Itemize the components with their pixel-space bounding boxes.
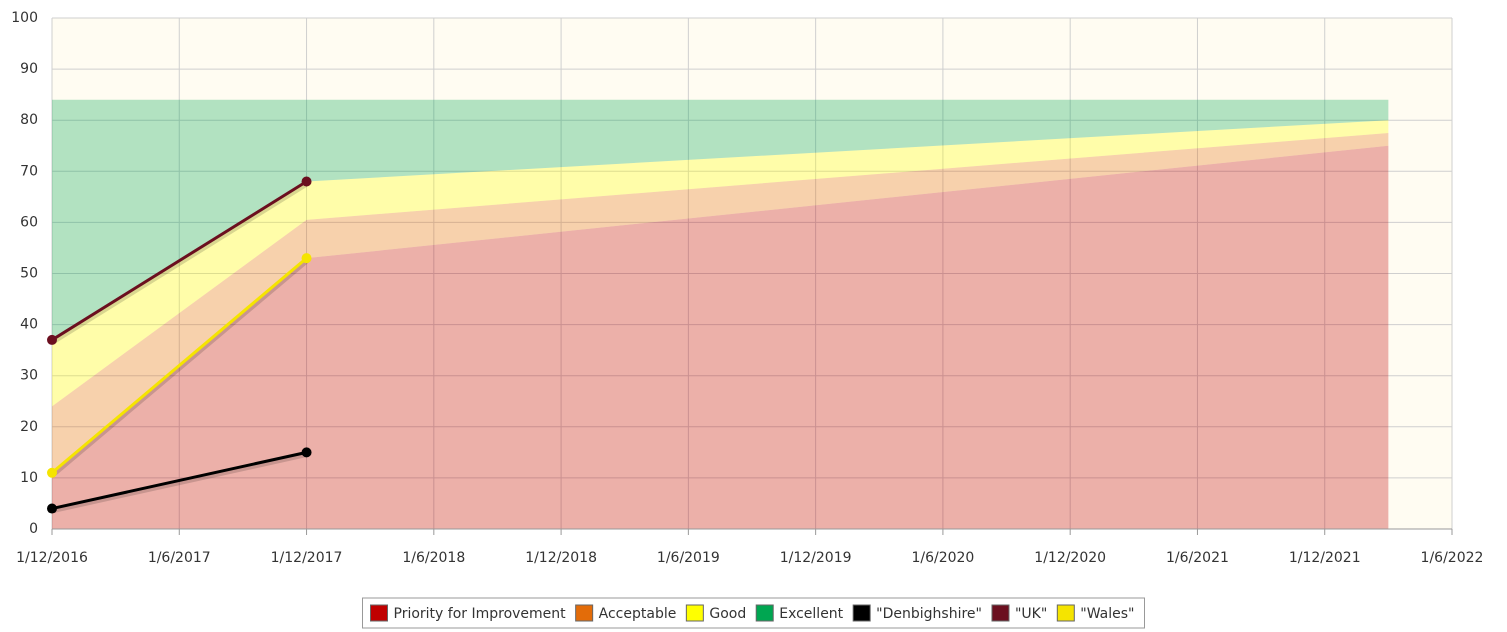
y-tick-label: 40 bbox=[20, 317, 38, 333]
point bbox=[301, 447, 312, 458]
y-tick-label: 60 bbox=[20, 214, 38, 230]
x-tick-label: 1/12/2018 bbox=[525, 550, 597, 566]
y-tick-label: 70 bbox=[20, 163, 38, 179]
legend-box bbox=[362, 597, 1145, 629]
series-line bbox=[51, 257, 308, 474]
legend-swatch bbox=[991, 604, 1010, 622]
legend-swatch bbox=[852, 604, 871, 622]
legend-label: "Denbighshire" bbox=[876, 606, 982, 622]
y-tick-label: 80 bbox=[20, 112, 38, 128]
legend-label: Excellent bbox=[779, 606, 843, 622]
x-tick-label: 1/6/2020 bbox=[911, 550, 974, 566]
legend-label: "Wales" bbox=[1080, 606, 1134, 622]
x-tick-label: 1/12/2016 bbox=[16, 550, 88, 566]
legend-swatch bbox=[370, 604, 388, 622]
x-tick-label: 1/6/2022 bbox=[1421, 550, 1484, 566]
legend-swatch bbox=[1056, 604, 1075, 622]
area-band bbox=[52, 120, 1389, 407]
x-tick-label: 1/6/2018 bbox=[402, 550, 465, 566]
y-tick-label: 10 bbox=[20, 470, 38, 486]
area-band bbox=[52, 99, 1389, 340]
area-band bbox=[52, 145, 1389, 529]
legend: Priority for Improvement Acceptable Good Ex… bbox=[362, 597, 1145, 629]
x-tick-label: 1/12/2019 bbox=[780, 550, 852, 566]
legend-label: "UK" bbox=[1015, 606, 1047, 622]
x-tick-label: 1/12/2020 bbox=[1034, 550, 1106, 566]
series-line bbox=[51, 180, 308, 342]
series-line bbox=[51, 450, 307, 511]
y-tick-label: 30 bbox=[20, 368, 38, 384]
x-tick-label: 1/6/2021 bbox=[1166, 550, 1229, 566]
y-tick-label: 0 bbox=[29, 521, 38, 537]
line-shadow bbox=[51, 181, 309, 345]
x-tick-label: 1/12/2021 bbox=[1289, 550, 1361, 566]
area-band bbox=[52, 132, 1389, 473]
legend-label: Priority for Improvement bbox=[394, 606, 567, 622]
legend-swatch bbox=[575, 604, 594, 622]
point bbox=[47, 334, 57, 345]
y-tick-label: 50 bbox=[20, 266, 38, 282]
legend-swatch bbox=[755, 604, 774, 622]
x-tick-label: 1/6/2017 bbox=[148, 550, 211, 566]
y-tick-label: 20 bbox=[20, 419, 38, 435]
line-shadow bbox=[51, 258, 310, 477]
point bbox=[47, 503, 57, 514]
legend-label: Good bbox=[709, 606, 746, 622]
point bbox=[301, 253, 312, 264]
legend-label: Acceptable bbox=[599, 606, 677, 622]
y-tick-label: 100 bbox=[11, 10, 38, 26]
x-tick-label: 1/6/2019 bbox=[657, 550, 720, 566]
line-shadow bbox=[52, 451, 309, 514]
x-tick-label: 1/12/2017 bbox=[271, 550, 343, 566]
legend-swatch bbox=[685, 604, 704, 622]
point bbox=[47, 467, 57, 478]
point bbox=[301, 176, 312, 187]
y-tick-label: 90 bbox=[20, 61, 38, 77]
